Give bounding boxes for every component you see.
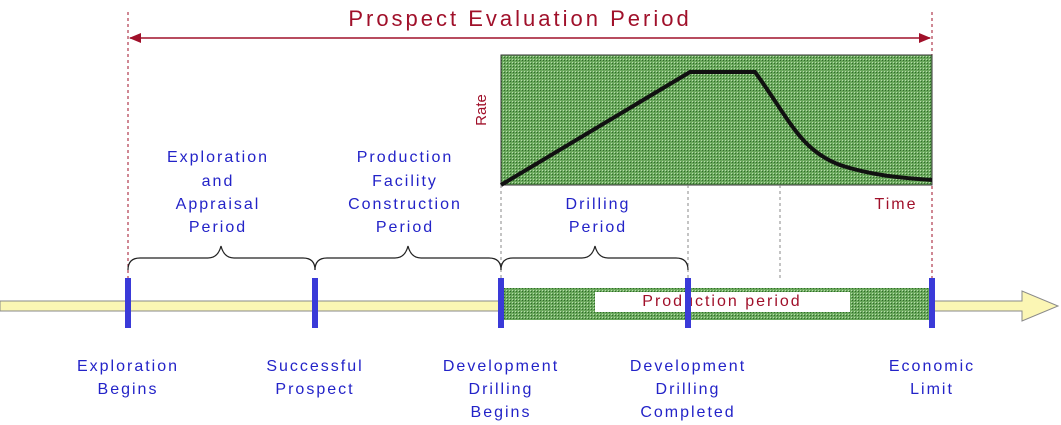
- title: Prospect Evaluation Period: [348, 6, 691, 31]
- period-label: Appraisal: [176, 196, 261, 213]
- period-label: Drilling: [566, 196, 631, 213]
- period-label: and: [202, 173, 235, 190]
- period-label: Period: [569, 219, 627, 236]
- milestone-markers: [125, 278, 935, 328]
- milestone-label: Successful: [266, 358, 363, 375]
- milestone-label: Economic: [889, 358, 975, 375]
- period-label: Exploration: [167, 149, 269, 166]
- milestone-label: Prospect: [275, 381, 354, 398]
- period-label: Facility: [372, 173, 438, 190]
- period-label: Production: [357, 149, 454, 166]
- production-label-box: [595, 292, 850, 312]
- milestone-label: Development: [630, 358, 746, 375]
- production-label: Production period: [642, 293, 801, 310]
- rate-label: Rate: [473, 94, 490, 126]
- milestone-label: Exploration: [77, 358, 179, 375]
- time-label: Time: [875, 196, 918, 213]
- milestone-label: Limit: [910, 381, 954, 398]
- milestone-label: Completed: [640, 404, 735, 421]
- milestone-label: Drilling: [469, 381, 534, 398]
- milestone-label: Begins: [98, 381, 159, 398]
- period-label: Construction: [348, 196, 462, 213]
- period-label: Period: [189, 219, 247, 236]
- milestone-label: Begins: [471, 404, 532, 421]
- rate-curve: [499, 70, 933, 187]
- milestone-label: Drilling: [656, 381, 721, 398]
- period-label: Period: [376, 219, 434, 236]
- braces: [127, 245, 689, 271]
- rate-chart: [500, 54, 933, 186]
- milestone-label: Development: [443, 358, 559, 375]
